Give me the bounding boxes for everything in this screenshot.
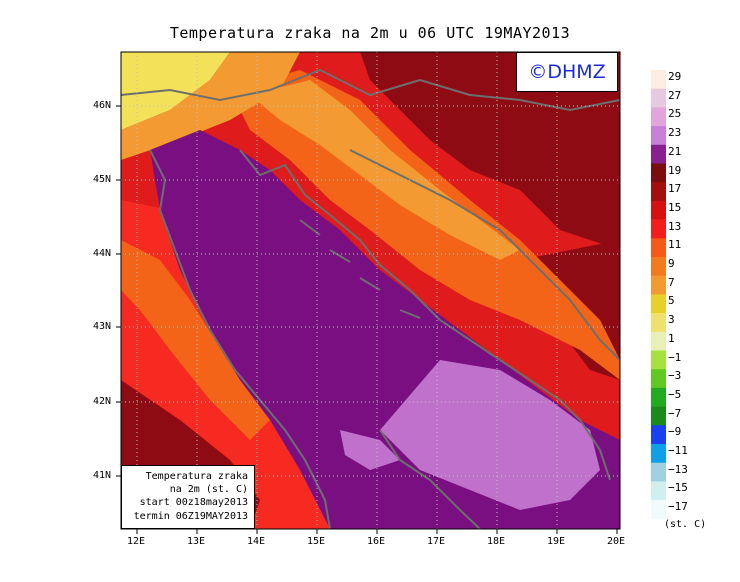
legend-value-label: 3 xyxy=(668,313,675,327)
info-line: na 2m (st. C) xyxy=(169,484,248,496)
legend-value-label: 11 xyxy=(668,238,682,252)
x-tick-label: 15E xyxy=(307,536,326,547)
land-field-italy-orange xyxy=(121,240,270,440)
chart-title: Temperatura zraka na 2m u 06 UTC 19MAY20… xyxy=(169,24,571,42)
info-box: Temperatura zraka na 2m (st. C) start 00… xyxy=(121,465,255,529)
legend-value-label: 25 xyxy=(668,107,682,121)
legend-value-label: 1 xyxy=(668,331,675,345)
legend-swatch xyxy=(651,70,666,89)
legend-swatch xyxy=(651,444,666,463)
north-border xyxy=(121,68,620,112)
legend-value-label: −15 xyxy=(668,481,688,495)
legend-swatch xyxy=(651,275,666,295)
plot-frame xyxy=(120,51,621,530)
legend-unit: (st. C) xyxy=(664,519,707,530)
x-tick-label: 12E xyxy=(127,536,146,547)
balkan-coastline xyxy=(239,149,611,481)
legend-swatch xyxy=(651,182,666,202)
italy-coastline xyxy=(149,149,331,529)
islands xyxy=(299,219,421,319)
legend-value-label: 13 xyxy=(668,219,682,233)
land-field-light-orange-belt xyxy=(250,80,520,260)
legend-swatch xyxy=(651,350,666,370)
legend-swatch xyxy=(651,200,666,220)
legend-swatch xyxy=(651,369,666,389)
legend-value-label: 5 xyxy=(668,294,675,308)
legend-value-label: 7 xyxy=(668,275,675,289)
y-tick-label: 45N xyxy=(93,174,112,185)
legend-value-label: −11 xyxy=(668,444,688,457)
legend-value-label: 15 xyxy=(668,200,682,214)
legend-swatch xyxy=(651,462,666,482)
legend-value-label: 29 xyxy=(668,70,682,83)
dhmz-logo: ©DHMZ xyxy=(516,52,618,92)
legend-swatch xyxy=(651,126,666,146)
legend-swatch xyxy=(651,313,666,333)
legend-swatch xyxy=(651,144,666,164)
land-field-dark-red-north xyxy=(360,52,620,250)
legend-colorbar xyxy=(651,70,666,520)
legend-value-label: 19 xyxy=(668,163,682,177)
legend-swatch xyxy=(651,107,666,127)
legend-value-label: −13 xyxy=(668,462,688,476)
x-tick-label: 20E xyxy=(607,536,626,547)
x-tick-label: 13E xyxy=(187,536,206,547)
legend-value-label: 17 xyxy=(668,182,682,196)
y-tick-label: 44N xyxy=(93,248,112,259)
south-border xyxy=(379,429,481,529)
legend-swatch xyxy=(651,238,666,258)
legend-swatch xyxy=(651,294,666,314)
legend-value-label: 27 xyxy=(668,88,682,102)
warm-sea-patch xyxy=(340,430,400,470)
y-tick-label: 42N xyxy=(93,396,112,407)
info-line: Temperatura zraka xyxy=(145,471,248,482)
land-field-orange-alps xyxy=(121,52,300,160)
legend-value-label: −5 xyxy=(668,387,682,401)
inland-border xyxy=(349,149,620,361)
x-tick-label: 17E xyxy=(427,536,446,547)
legend-swatch xyxy=(651,163,666,183)
legend-value-label: 9 xyxy=(668,257,675,270)
legend-value-label: −1 xyxy=(668,350,682,364)
y-tick-label: 41N xyxy=(93,470,112,481)
y-tick-label: 43N xyxy=(93,321,112,332)
info-line: termin 06Z19MAY2013 xyxy=(133,510,248,522)
coastlines xyxy=(121,68,620,529)
legend-value-label: −3 xyxy=(668,369,682,383)
warm-sea-region xyxy=(380,360,600,510)
x-tick-label: 19E xyxy=(547,536,566,547)
legend-swatch xyxy=(651,331,666,351)
legend-swatch xyxy=(651,387,666,407)
legend-swatch xyxy=(651,500,666,520)
legend-swatch xyxy=(651,88,666,108)
legend-swatch xyxy=(651,219,666,239)
legend-swatch xyxy=(651,257,666,276)
legend-swatch xyxy=(651,406,666,426)
legend-value-label: −9 xyxy=(668,425,682,439)
legend-value-label: 21 xyxy=(668,144,682,158)
legend-swatch xyxy=(651,481,666,501)
x-tick-label: 14E xyxy=(247,536,266,547)
legend-value-label: −17 xyxy=(668,500,688,514)
x-tick-label: 16E xyxy=(367,536,386,547)
legend-swatch xyxy=(651,425,666,445)
y-tick-label: 46N xyxy=(93,100,112,111)
axis-ticks xyxy=(116,105,618,534)
legend-value-label: −7 xyxy=(668,406,682,420)
legend-value-label: 23 xyxy=(668,126,682,140)
info-line: start 00z18may2013 xyxy=(139,497,248,509)
x-tick-label: 18E xyxy=(487,536,506,547)
